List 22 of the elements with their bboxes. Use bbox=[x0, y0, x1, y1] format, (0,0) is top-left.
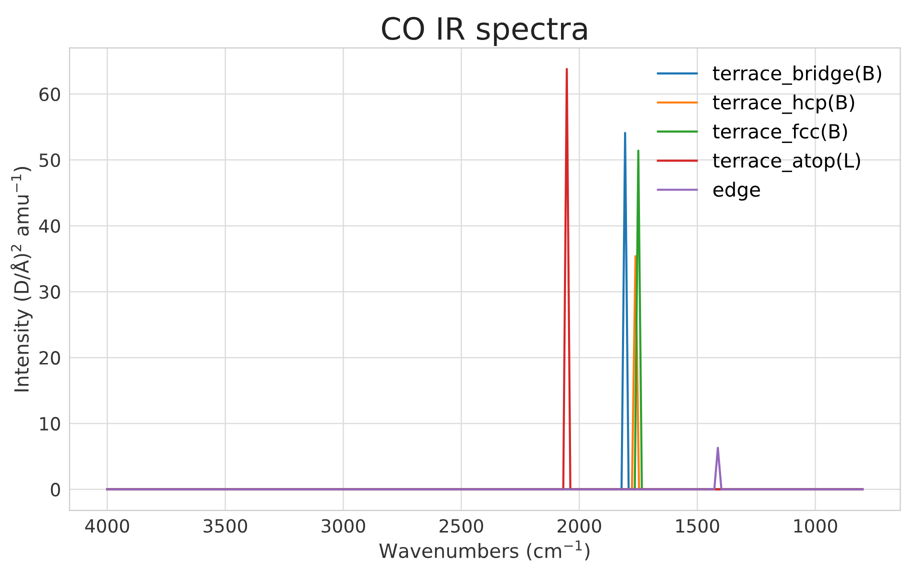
y-tick-label: 0 bbox=[50, 482, 60, 496]
y-tick-label: 30 bbox=[40, 285, 60, 299]
legend-label: terrace_bridge(B) bbox=[712, 65, 882, 85]
x-tick-label: 1500 bbox=[676, 519, 720, 533]
legend-label: edge bbox=[713, 182, 760, 201]
legend-label: terrace_atop(L) bbox=[712, 152, 860, 172]
x-tick-label: 3000 bbox=[322, 519, 366, 533]
y-tick-label: 60 bbox=[39, 88, 60, 102]
chart-title: CO IR spectra bbox=[382, 16, 587, 46]
x-tick-label: 3500 bbox=[204, 519, 248, 533]
x-tick-label: 1000 bbox=[794, 519, 838, 533]
x-axis-title: Wavenumbers (cm$^{−1}$) bbox=[379, 540, 590, 560]
y-tick-label: 40 bbox=[39, 219, 60, 233]
y-tick-label: 50 bbox=[40, 153, 60, 168]
x-tick-label: 4000 bbox=[85, 519, 130, 533]
x-tick-label: 2500 bbox=[440, 519, 484, 533]
y-tick-label: 20 bbox=[40, 351, 60, 365]
y-axis-title: Intensity (D/Å)$^{2}$ amu$^{−1}$) bbox=[10, 166, 33, 392]
legend-label: terrace_hcp(B) bbox=[712, 94, 854, 114]
x-tick-label: 2000 bbox=[558, 519, 602, 533]
legend-label: terrace_fcc(B) bbox=[712, 124, 847, 143]
y-tick-label: 10 bbox=[40, 416, 60, 431]
